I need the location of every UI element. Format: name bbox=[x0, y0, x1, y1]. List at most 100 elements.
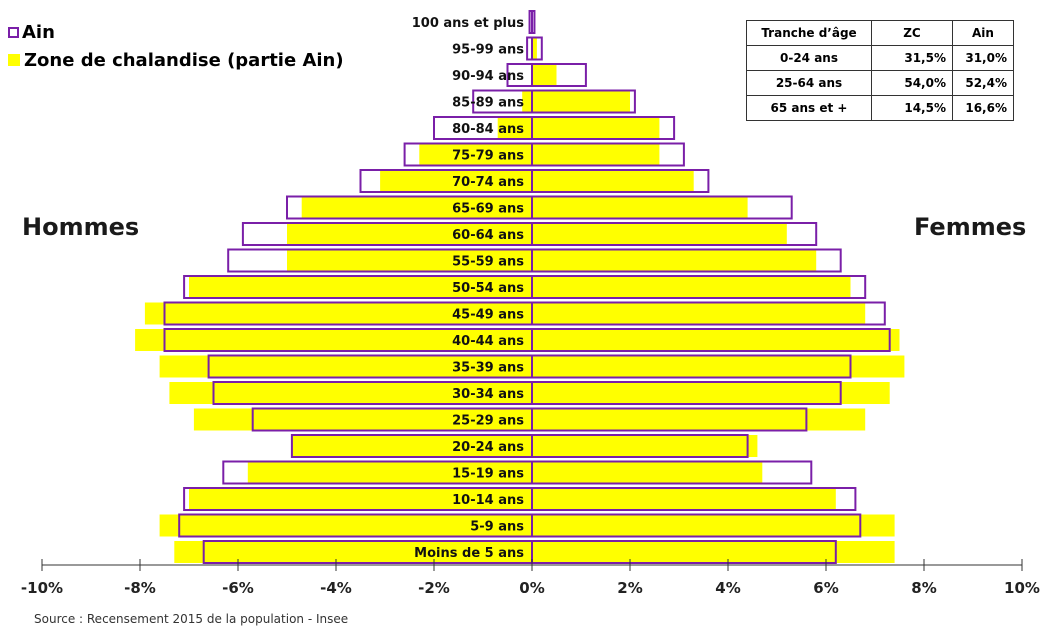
side-label-women: Femmes bbox=[914, 213, 1027, 241]
age-category-label: 45-49 ans bbox=[452, 308, 524, 323]
age-category-label: 40-44 ans bbox=[452, 334, 524, 349]
bar-ain-women bbox=[531, 222, 818, 246]
bar-ain-women bbox=[531, 275, 867, 299]
bar-zc-women bbox=[532, 117, 660, 139]
x-tick-label: 6% bbox=[813, 579, 838, 597]
bar-zc-men bbox=[497, 117, 532, 139]
bar-zc-men bbox=[287, 223, 532, 245]
bar-ain-women bbox=[531, 36, 543, 61]
bar-zc-women bbox=[532, 408, 866, 431]
table-cell-zc: 31,5% bbox=[871, 45, 953, 71]
bar-zc-women bbox=[532, 435, 758, 457]
bar-zc-men bbox=[159, 355, 532, 378]
bar-zc-women bbox=[532, 302, 866, 325]
legend-item-zc: Zone de chalandise (partie Ain) bbox=[8, 46, 344, 74]
bar-zc-women bbox=[532, 196, 748, 219]
bar-zc-men bbox=[144, 302, 532, 325]
age-category-label: 70-74 ans bbox=[452, 175, 524, 190]
x-tick-label: -10% bbox=[21, 579, 63, 597]
table-cell-ain: 31,0% bbox=[952, 45, 1014, 71]
age-category-label: 55-59 ans bbox=[452, 255, 524, 270]
bar-ain-women bbox=[531, 195, 793, 220]
bar-zc-men bbox=[193, 408, 532, 431]
age-category-label: 10-14 ans bbox=[452, 493, 524, 508]
table-cell-age: 0-24 ans bbox=[746, 45, 872, 71]
bar-zc-women bbox=[532, 541, 895, 563]
bar-ain-women bbox=[531, 328, 891, 352]
age-category-label: 35-39 ans bbox=[452, 361, 524, 376]
source-note: Source : Recensement 2015 de la populati… bbox=[34, 612, 349, 626]
bar-zc-men bbox=[291, 435, 532, 457]
age-category-label: 60-64 ans bbox=[452, 228, 524, 243]
table-cell-ain: 16,6% bbox=[952, 95, 1014, 121]
bar-zc-men bbox=[159, 514, 532, 537]
x-tick-label: -8% bbox=[124, 579, 156, 597]
bar-zc-women bbox=[532, 170, 694, 192]
bar-ain-women bbox=[531, 89, 636, 114]
age-category-label: 90-94 ans bbox=[452, 69, 524, 84]
x-tick-label: 0% bbox=[519, 579, 544, 597]
age-category-label: 65-69 ans bbox=[452, 202, 524, 217]
bar-zc-men bbox=[135, 329, 532, 351]
age-category-label: 80-84 ans bbox=[452, 122, 524, 137]
bar-zc-men bbox=[174, 541, 533, 563]
bar-zc-women bbox=[532, 223, 787, 245]
x-tick-label: -4% bbox=[320, 579, 352, 597]
legend-swatch-zc bbox=[8, 54, 20, 66]
x-tick-label: 10% bbox=[1004, 579, 1040, 597]
bar-zc-women bbox=[532, 488, 836, 510]
bar-zc-women bbox=[532, 461, 763, 484]
bar-ain-women bbox=[531, 407, 808, 432]
bar-ain-women bbox=[531, 301, 886, 326]
table-header-zc: ZC bbox=[871, 20, 953, 46]
table-cell-ain: 52,4% bbox=[952, 70, 1014, 96]
bar-zc-men bbox=[419, 143, 532, 166]
bar-zc-men bbox=[189, 276, 532, 298]
table-header-ain: Ain bbox=[952, 20, 1014, 46]
age-category-label: 30-34 ans bbox=[452, 387, 524, 402]
age-share-table: Tranche d’âge ZC Ain 0-24 ans 31,5% 31,0… bbox=[746, 20, 1014, 121]
table-cell-zc: 54,0% bbox=[871, 70, 953, 96]
age-category-label: 5-9 ans bbox=[470, 520, 524, 535]
bar-ain-women bbox=[531, 487, 857, 511]
bar-zc-women bbox=[532, 382, 890, 404]
x-tick-label: -6% bbox=[222, 579, 254, 597]
legend: Ain Zone de chalandise (partie Ain) bbox=[8, 18, 344, 74]
age-category-label: 50-54 ans bbox=[452, 281, 524, 296]
bar-ain-women bbox=[531, 142, 685, 167]
bar-zc-men bbox=[301, 196, 532, 219]
age-category-label: 85-89 ans bbox=[452, 96, 524, 111]
x-tick-label: 4% bbox=[715, 579, 740, 597]
table-row: 25-64 ans 54,0% 52,4% bbox=[746, 70, 1014, 96]
age-category-label: 20-24 ans bbox=[452, 440, 524, 455]
age-category-label: 25-29 ans bbox=[452, 414, 524, 429]
bar-zc-men bbox=[169, 382, 532, 404]
bar-zc-women bbox=[532, 249, 817, 272]
table-cell-age: 25-64 ans bbox=[746, 70, 872, 96]
bar-ain-women bbox=[531, 10, 536, 34]
age-category-label: 100 ans et plus bbox=[412, 16, 525, 31]
bar-ain-women bbox=[531, 381, 842, 405]
bar-zc-women bbox=[532, 64, 557, 86]
x-tick-label: 2% bbox=[617, 579, 642, 597]
bar-ain-women bbox=[531, 169, 710, 193]
bar-zc-women bbox=[532, 90, 630, 113]
bar-ain-women bbox=[531, 434, 749, 458]
bar-ain-women bbox=[531, 513, 862, 538]
bar-zc-women bbox=[532, 514, 895, 537]
bar-zc-men bbox=[287, 249, 532, 272]
age-category-label: 15-19 ans bbox=[452, 467, 524, 482]
side-label-men: Hommes bbox=[22, 213, 140, 241]
bar-ain-women bbox=[531, 460, 813, 485]
table-row: 65 ans et + 14,5% 16,6% bbox=[746, 95, 1014, 121]
legend-swatch-ain bbox=[8, 26, 19, 38]
age-category-label: 75-79 ans bbox=[452, 149, 524, 164]
bar-zc-men bbox=[247, 461, 533, 484]
bar-zc-men bbox=[380, 170, 532, 192]
x-tick-label: -2% bbox=[418, 579, 450, 597]
bar-zc-men bbox=[522, 90, 532, 113]
table-header-row: Tranche d’âge ZC Ain bbox=[746, 20, 1014, 46]
bar-zc-women bbox=[532, 37, 537, 60]
